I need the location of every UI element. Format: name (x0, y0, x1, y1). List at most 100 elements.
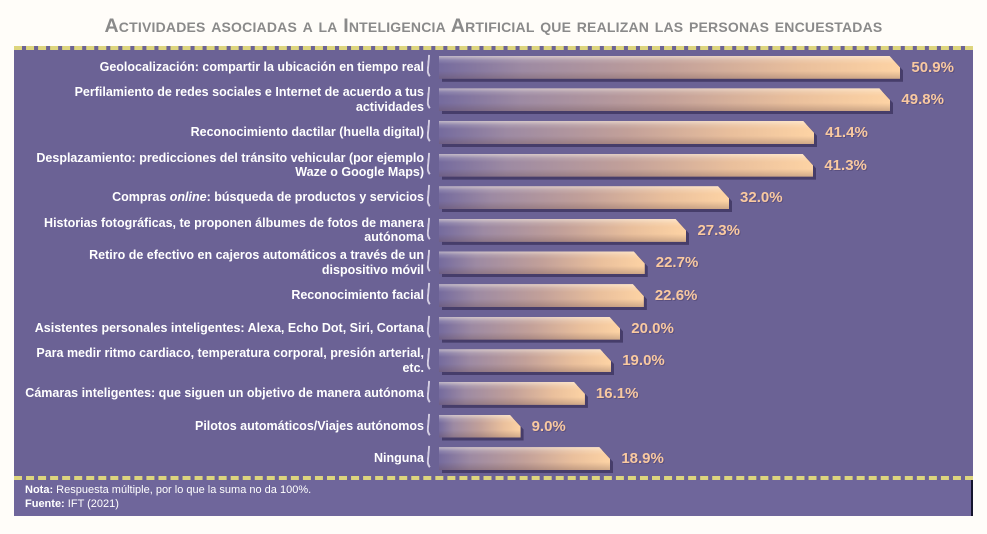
bar-label: Reconocimiento dactilar (huella digital) (190, 125, 424, 140)
bar-face (439, 415, 521, 438)
bar-label: Asistentes personales inteligentes: Alex… (34, 320, 424, 335)
footer-note-label: Nota: (25, 484, 54, 496)
bar-row: Para medir ritmo cardiaco, temperatura c… (20, 345, 973, 377)
bar-row: Perfilamiento de redes sociales e Intern… (20, 84, 973, 116)
bar-label: Desplazamiento: predicciones del tránsit… (36, 150, 424, 180)
bar-track: 50.9% (439, 51, 973, 83)
chart-panel: Geolocalización: compartir la ubicación … (14, 46, 973, 480)
footer-source-label: Fuente: (25, 497, 65, 510)
bar (439, 447, 610, 470)
bar-label: Para medir ritmo cardiaco, temperatura c… (36, 346, 424, 375)
bar (439, 251, 645, 274)
axis-tick (425, 54, 439, 81)
bar-value: 41.4% (825, 124, 868, 142)
bar-row: Geolocalización: compartir la ubicación … (20, 51, 973, 83)
bar-label: Historias fotográficas, te proponen álbu… (44, 215, 424, 245)
bar-face (439, 121, 814, 144)
bar-track: 18.9% (439, 443, 973, 475)
bar-track: 41.4% (439, 117, 973, 149)
bar-track: 19.0% (439, 345, 973, 377)
bar-track: 9.0% (439, 410, 973, 442)
axis-tick (425, 315, 439, 342)
bar-face (439, 186, 729, 209)
bar-track: 32.0% (439, 182, 973, 214)
axis-tick (425, 347, 439, 374)
bar-row: Retiro de efectivo en cajeros automático… (20, 247, 973, 279)
footer-note: Nota: Respuesta múltiple, por lo que la … (25, 484, 961, 498)
bar-face (439, 284, 644, 307)
bar-label: Perfilamiento de redes sociales e Intern… (74, 85, 424, 114)
bar-face (439, 382, 585, 405)
bar-face (439, 349, 611, 372)
bar-face (439, 219, 686, 242)
axis-tick (425, 184, 439, 211)
bar (439, 186, 729, 209)
bar-value: 9.0% (531, 417, 566, 435)
axis-tick (425, 445, 439, 472)
bar-row: Reconocimiento dactilar (huella digital)… (20, 117, 973, 149)
bar-row: Asistentes personales inteligentes: Alex… (20, 312, 973, 344)
axis-tick (425, 282, 439, 309)
bar-value: 32.0% (740, 189, 783, 207)
bar-row: Desplazamiento: predicciones del tránsit… (20, 149, 973, 181)
bar (439, 154, 813, 177)
bar-value: 22.6% (654, 287, 698, 305)
axis-tick (425, 250, 439, 276)
bar-label: Retiro de efectivo en cajeros automático… (89, 248, 424, 277)
bar-face (439, 88, 890, 111)
bar-track: 22.6% (439, 280, 973, 312)
bar-face (439, 251, 645, 274)
bar-value: 50.9% (911, 58, 954, 76)
bar-label: Geolocalización: compartir la ubicación … (99, 60, 424, 75)
bar-label: Ninguna (374, 451, 424, 466)
footer-source: Fuente: IFT (2021) (25, 498, 961, 512)
bar (439, 349, 611, 372)
bar-value: 27.3% (697, 221, 740, 239)
bar-value: 22.7% (655, 254, 699, 272)
bar-label: Reconocimiento facial (291, 288, 424, 303)
axis-tick (425, 152, 439, 179)
bar-row: Historias fotográficas, te proponen álbu… (20, 214, 973, 246)
footer-source-text: IFT (2021) (64, 497, 119, 510)
bar-label: Cámaras inteligentes: que siguen un obje… (25, 386, 424, 401)
bar-face (439, 447, 610, 470)
bar-track: 49.8% (439, 84, 973, 116)
bar-row: Cámaras inteligentes: que siguen un obje… (20, 377, 973, 409)
axis-tick (425, 413, 439, 439)
bar (439, 121, 814, 144)
bar-value: 18.9% (621, 450, 664, 468)
axis-tick (425, 87, 439, 113)
bar (439, 219, 686, 242)
bar-track: 41.3% (439, 149, 973, 181)
bar-face (439, 154, 813, 177)
chart-title: Actividades asociadas a la Inteligencia … (104, 14, 883, 37)
bar-track: 22.7% (439, 247, 973, 279)
bar (439, 317, 620, 340)
bar-face (439, 56, 900, 79)
bar-row: Reconocimiento facial 22.6% (20, 280, 973, 312)
bar-row: Compras online: búsqueda de productos y … (20, 182, 973, 214)
bar-track: 27.3% (439, 214, 973, 246)
axis-tick (425, 217, 439, 244)
bar-value: 49.8% (901, 91, 944, 109)
axis-tick (425, 380, 439, 407)
axis-tick (425, 119, 439, 146)
bar-face (439, 317, 620, 340)
bar-label: Pilotos automáticos/Viajes autónomos (195, 418, 424, 433)
bar-row: Pilotos automáticos/Viajes autónomos 9.0% (20, 410, 973, 442)
bar (439, 56, 900, 79)
bar-value: 16.1% (595, 384, 639, 402)
bar-track: 20.0% (439, 312, 973, 344)
bar (439, 382, 585, 405)
bar-value: 41.3% (824, 156, 867, 174)
bar (439, 415, 521, 438)
footer: Nota: Respuesta múltiple, por lo que la … (14, 480, 973, 516)
bar-row: Ninguna 18.9% (20, 443, 973, 475)
bar-label: Compras online: búsqueda de productos y … (112, 190, 424, 205)
bar-track: 16.1% (439, 377, 973, 409)
bar (439, 88, 890, 111)
bar-value: 20.0% (631, 319, 674, 337)
bar (439, 284, 644, 307)
footer-note-text: Respuesta múltiple, por lo que la suma n… (53, 484, 312, 496)
bar-value: 19.0% (622, 352, 665, 370)
